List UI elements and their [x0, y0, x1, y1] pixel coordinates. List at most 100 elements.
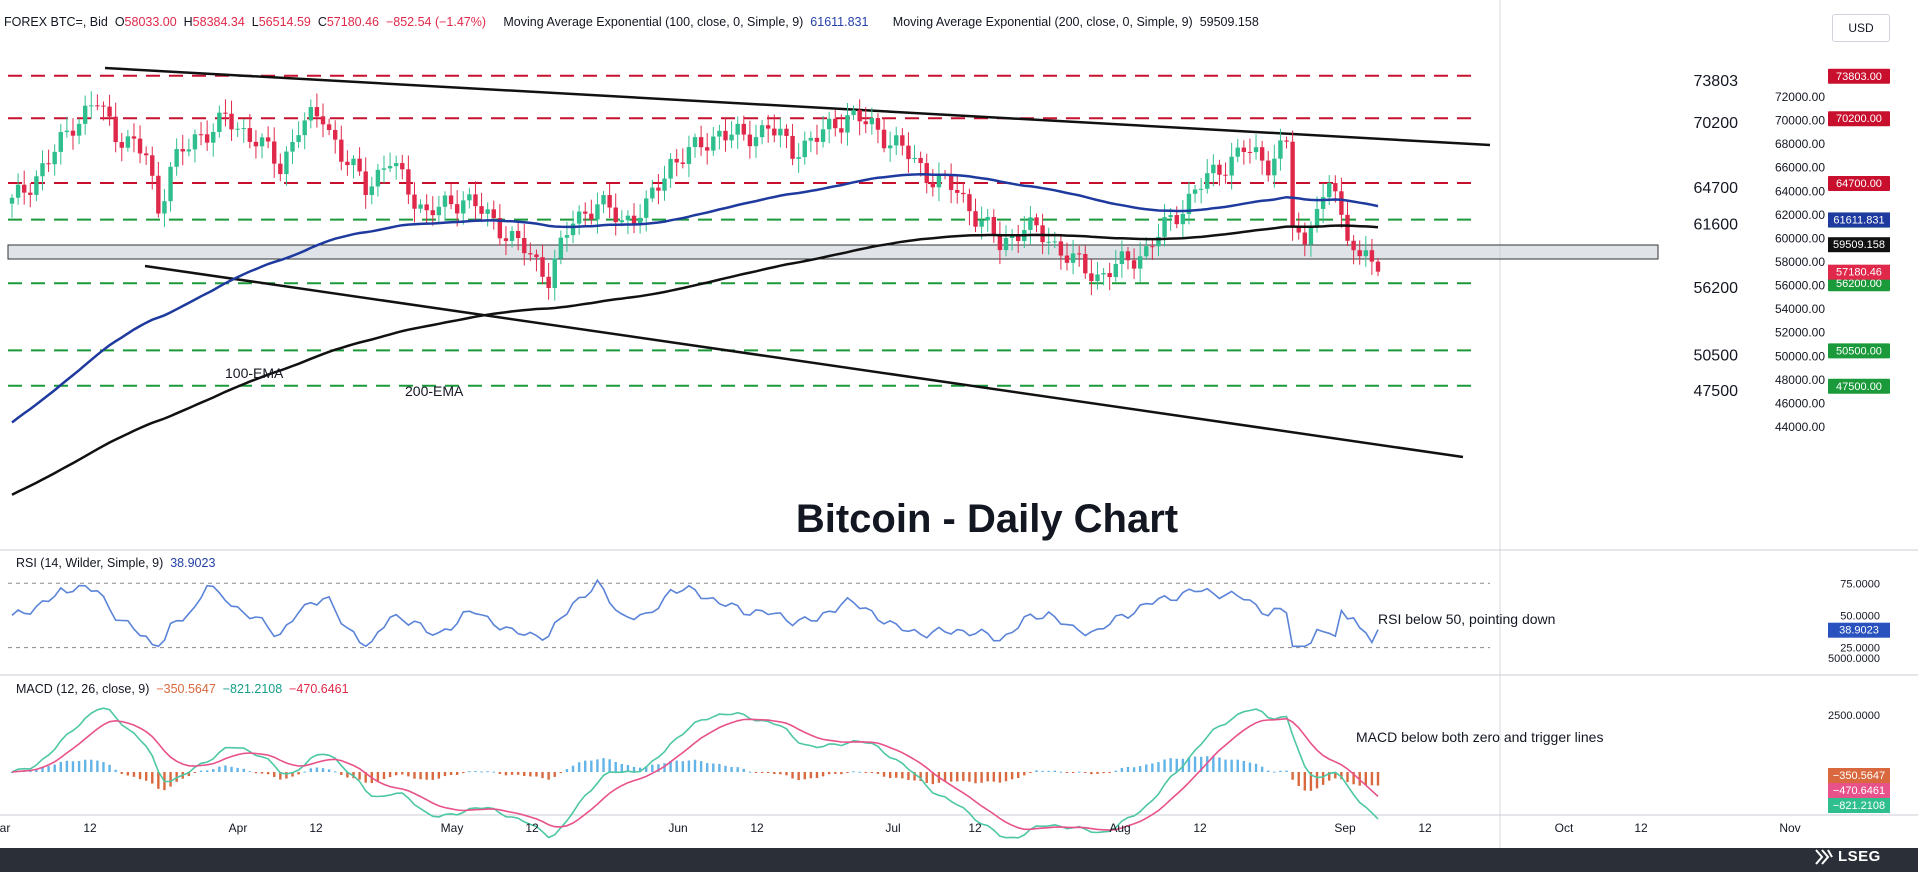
- macd-histogram-bar: [132, 772, 136, 777]
- macd-signal-line: [11, 717, 1379, 831]
- candle-body: [320, 116, 326, 125]
- candle-body: [717, 130, 722, 137]
- candle-body: [180, 149, 185, 152]
- level-tag-bg-56200: [1828, 276, 1890, 292]
- candle-body: [729, 134, 734, 141]
- candle-body: [1119, 251, 1125, 265]
- candle-body: [668, 158, 673, 179]
- macd-histogram-bar: [547, 772, 550, 780]
- candle-body: [363, 171, 368, 196]
- candle-body: [186, 149, 192, 152]
- candle-body: [1034, 217, 1039, 226]
- candle-body: [564, 235, 570, 238]
- macd-histogram-bar: [651, 764, 654, 772]
- macd-histogram-bar: [998, 772, 1002, 783]
- candle-body: [857, 110, 862, 122]
- macd-histogram-bar: [1138, 766, 1142, 772]
- macd-histogram-bar: [1260, 766, 1264, 772]
- macd-histogram-bar: [462, 772, 465, 774]
- candle-body: [1333, 183, 1338, 192]
- macd-histogram-bar: [1126, 767, 1130, 772]
- macd-histogram-bar: [888, 772, 892, 779]
- macd-histogram-bar: [144, 772, 148, 781]
- ohlc-open-value: 58033.00: [124, 15, 177, 29]
- candle-body: [1174, 215, 1179, 225]
- candle-body: [204, 134, 210, 143]
- macd-histogram-bar: [401, 772, 404, 775]
- ohlc-close-value: 57180.46: [326, 15, 379, 29]
- macd-histogram-bar: [693, 759, 697, 772]
- candle-body: [772, 128, 777, 136]
- macd-histogram-bar: [230, 766, 233, 772]
- level-label-64700: 64700: [1694, 180, 1739, 197]
- level-tag-bg-64700: [1828, 176, 1890, 192]
- time-axis-tick: 12: [1418, 821, 1432, 835]
- time-axis-tick: Sep: [1334, 821, 1356, 835]
- candle-body: [845, 115, 850, 133]
- macd-histogram-bar: [1010, 772, 1014, 780]
- macd-histogram-bar: [949, 772, 953, 782]
- candle-body: [863, 121, 868, 125]
- level-label-50500: 50500: [1694, 347, 1739, 364]
- macd-histogram-bar: [754, 772, 758, 773]
- macd-histogram-bar: [437, 772, 441, 779]
- candle-body: [1339, 191, 1344, 215]
- candle-body: [58, 132, 63, 152]
- ema200-annotation: 200-EMA: [405, 383, 464, 399]
- candle-body: [1357, 250, 1362, 257]
- candle-body: [339, 139, 344, 162]
- candle-body: [833, 118, 838, 129]
- macd-histogram-bar: [516, 772, 520, 775]
- candle-body: [1375, 261, 1381, 272]
- ohlc-close-key: C: [317, 15, 327, 29]
- candle-body: [64, 130, 70, 133]
- candle-body: [162, 201, 167, 214]
- level-tag-70200: 70200.00: [1836, 113, 1882, 125]
- price-axis-tick: 68000.00: [1775, 137, 1825, 151]
- macd-histogram-bar: [541, 772, 544, 779]
- candle-body: [1302, 232, 1308, 245]
- ema100-legend-value: 61611.831: [810, 15, 869, 29]
- candle-body: [326, 124, 332, 130]
- macd-histogram-bar: [956, 772, 959, 782]
- candle-body: [1070, 253, 1076, 263]
- level-label-73803: 73803: [1694, 73, 1739, 90]
- candle-body: [82, 105, 88, 124]
- candle-body: [247, 128, 253, 142]
- macd-histogram-bar: [1132, 767, 1136, 772]
- macd-histogram-bar: [876, 772, 880, 774]
- candle-body: [1327, 183, 1332, 198]
- candle-body: [540, 257, 545, 277]
- macd-histogram-bar: [425, 772, 428, 780]
- macd-histogram-bar: [510, 772, 514, 775]
- candle-body: [174, 149, 179, 167]
- macd-histogram-bar: [590, 760, 593, 772]
- candle-body: [1247, 151, 1253, 153]
- macd-histogram-bar: [376, 772, 380, 781]
- candle-body: [1016, 234, 1021, 242]
- candle-body: [570, 223, 576, 236]
- level-tag-bg-70200: [1828, 111, 1890, 127]
- candle-body: [967, 194, 972, 212]
- candle-body: [851, 110, 856, 116]
- candle-body: [1259, 147, 1265, 161]
- candle-body: [89, 105, 94, 107]
- candle-body: [894, 135, 899, 146]
- candle-body: [1186, 193, 1192, 214]
- macd-histogram-bar: [834, 772, 837, 774]
- currency-button[interactable]: USD: [1832, 14, 1890, 42]
- macd-histogram-bar: [1273, 771, 1276, 773]
- candle-body: [839, 128, 844, 133]
- candle-body: [1137, 256, 1143, 269]
- candle-body: [887, 145, 893, 149]
- candle-body: [692, 137, 698, 148]
- macd-histogram-bar: [358, 772, 361, 780]
- candle-body: [436, 206, 442, 216]
- candle-body: [973, 211, 978, 227]
- price-axis-tick: 48000.00: [1775, 373, 1825, 387]
- macd-histogram-bar: [736, 767, 739, 772]
- macd-histogram-bar: [108, 764, 111, 772]
- macd-histogram-bar: [632, 766, 636, 772]
- ema200-legend-value: 59509.158: [1199, 15, 1259, 29]
